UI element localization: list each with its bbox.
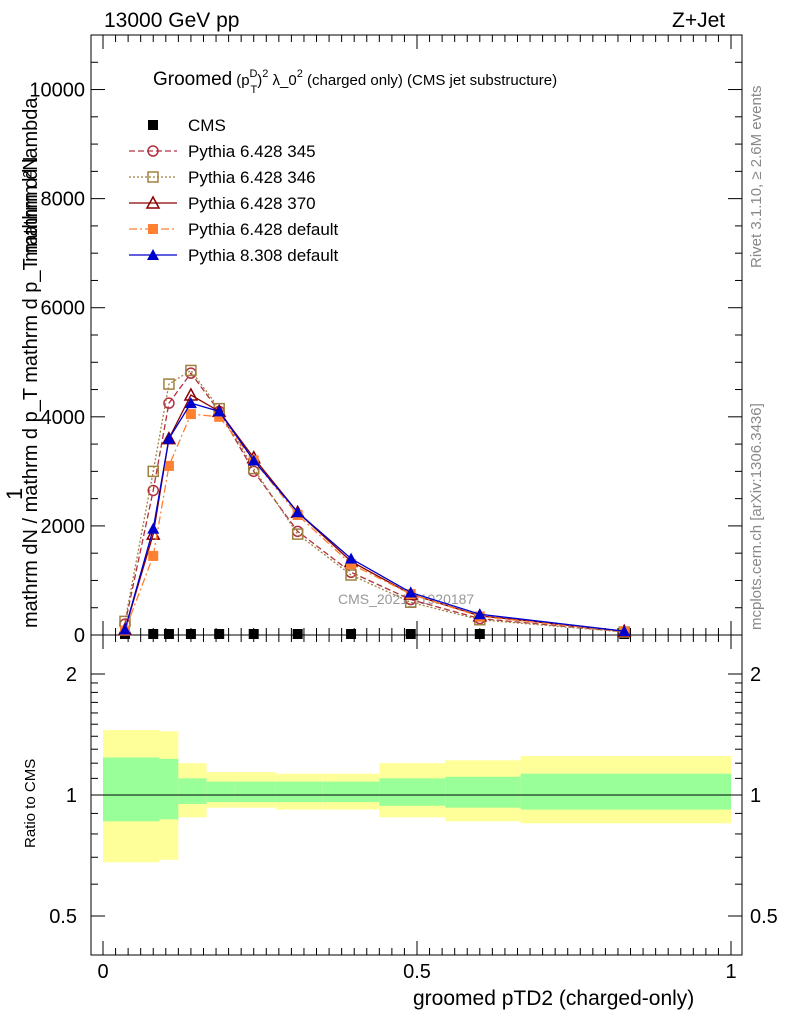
legend-label: Pythia 6.428 345 <box>188 142 316 161</box>
ratio-band-green <box>379 778 446 806</box>
series-5-point <box>147 522 160 534</box>
series-5-point <box>345 552 358 564</box>
series-0-point <box>248 629 259 639</box>
series-5-point <box>184 397 197 409</box>
title-tail-exp: 2 <box>297 68 303 80</box>
series-5-point <box>118 623 131 635</box>
ratio-tick-label-right: 2 <box>750 664 761 686</box>
ratio-band-green <box>445 776 521 808</box>
series-5-point <box>247 454 260 466</box>
rivet-label: Rivet 3.1.10, ≥ 2.6M events <box>748 85 765 269</box>
title-tail: λ_0 <box>268 72 296 89</box>
ratio-tick-label: 1 <box>66 785 77 807</box>
y-tick-label: 8000 <box>41 189 86 211</box>
mcplots-label: mcplots.cern.ch [arXiv:1306.3436] <box>748 403 765 630</box>
legend-label: Pythia 6.428 370 <box>188 194 316 213</box>
ratio-band-green <box>520 773 731 810</box>
ratio-band-green <box>275 781 323 803</box>
series-4-point <box>185 409 196 420</box>
series-0-point <box>292 629 303 639</box>
y-tick-label: 4000 <box>41 407 86 429</box>
series-0-point <box>185 629 196 639</box>
title-sym: (p <box>236 72 249 89</box>
series-0-point <box>474 629 485 639</box>
series-1-line <box>124 372 625 633</box>
legend-marker <box>145 195 161 209</box>
legend-marker <box>148 120 158 130</box>
y-tick-label: 0 <box>74 625 85 647</box>
legend-label: CMS <box>188 116 226 135</box>
ratio-axis-label: Ratio to CMS <box>22 758 39 848</box>
ratio-tick-label-right: 0.5 <box>750 906 778 928</box>
series-1-point <box>163 397 175 409</box>
x-tick-label: 0 <box>97 961 108 983</box>
series-0-point <box>405 629 416 639</box>
series-5-point <box>162 432 175 444</box>
series-4-point <box>346 559 357 570</box>
legend-marker <box>147 145 159 157</box>
y-axis-label-fraction: mathrm d²N <box>20 156 42 262</box>
title-exp: 2 <box>262 68 268 80</box>
legend-marker <box>148 224 158 234</box>
ratio-tick-label: 2 <box>66 664 77 686</box>
title-sub: T <box>251 84 258 96</box>
ratio-band-green <box>178 778 207 804</box>
y-tick-label: 10000 <box>29 80 85 102</box>
series-2-point <box>163 378 175 390</box>
title-end: (charged only) (CMS jet substructure) <box>303 72 557 89</box>
x-tick-label: 1 <box>725 961 736 983</box>
series-5-point <box>291 506 304 518</box>
x-axis-label: groomed pTD2 (charged-only) <box>413 987 695 1010</box>
title-rest: ) <box>257 72 262 89</box>
series-5-point <box>213 405 226 417</box>
y-axis-label-numerator: 1 <box>2 487 27 500</box>
legend-label: Pythia 6.428 346 <box>188 168 316 187</box>
series-5-point <box>404 586 417 598</box>
series-1-point <box>147 484 159 497</box>
header-right: Z+Jet <box>672 9 726 32</box>
title-main: Groomed <box>153 69 232 90</box>
series-0-point <box>214 629 225 639</box>
header-left: 13000 GeV pp <box>104 9 240 32</box>
series-2-point <box>345 569 357 581</box>
x-tick-label: 0.5 <box>403 961 431 983</box>
series-0-point <box>148 629 159 639</box>
series-4-point <box>148 550 159 561</box>
ratio-band-green <box>103 757 160 822</box>
series-2-point <box>185 364 197 377</box>
legend-label: Pythia 8.308 default <box>188 246 339 265</box>
y-tick-label: 6000 <box>41 298 86 320</box>
y-tick-label: 2000 <box>41 516 86 538</box>
title-sup: D <box>250 68 258 80</box>
ratio-band-green <box>159 758 179 820</box>
legend-marker <box>147 171 159 183</box>
series-5-point <box>618 625 631 637</box>
series-0-point <box>163 629 174 639</box>
series-4-point <box>214 411 225 422</box>
legend-label: Pythia 6.428 default <box>188 220 339 239</box>
ratio-band-green <box>206 781 235 803</box>
legend-marker <box>147 249 159 260</box>
chart-title: Groomed (pD T)2 λ_02 (charged only) (CMS j… <box>153 68 557 96</box>
series-2-point <box>147 465 159 478</box>
series-2-point <box>291 528 304 540</box>
ratio-band-green <box>322 781 380 803</box>
series-0-point <box>346 629 357 639</box>
ratio-band-green <box>234 781 276 803</box>
series-4-point <box>163 460 174 471</box>
ratio-tick-label-right: 1 <box>750 785 761 807</box>
ratio-tick-label: 0.5 <box>49 906 77 928</box>
series-5-point <box>473 608 486 620</box>
